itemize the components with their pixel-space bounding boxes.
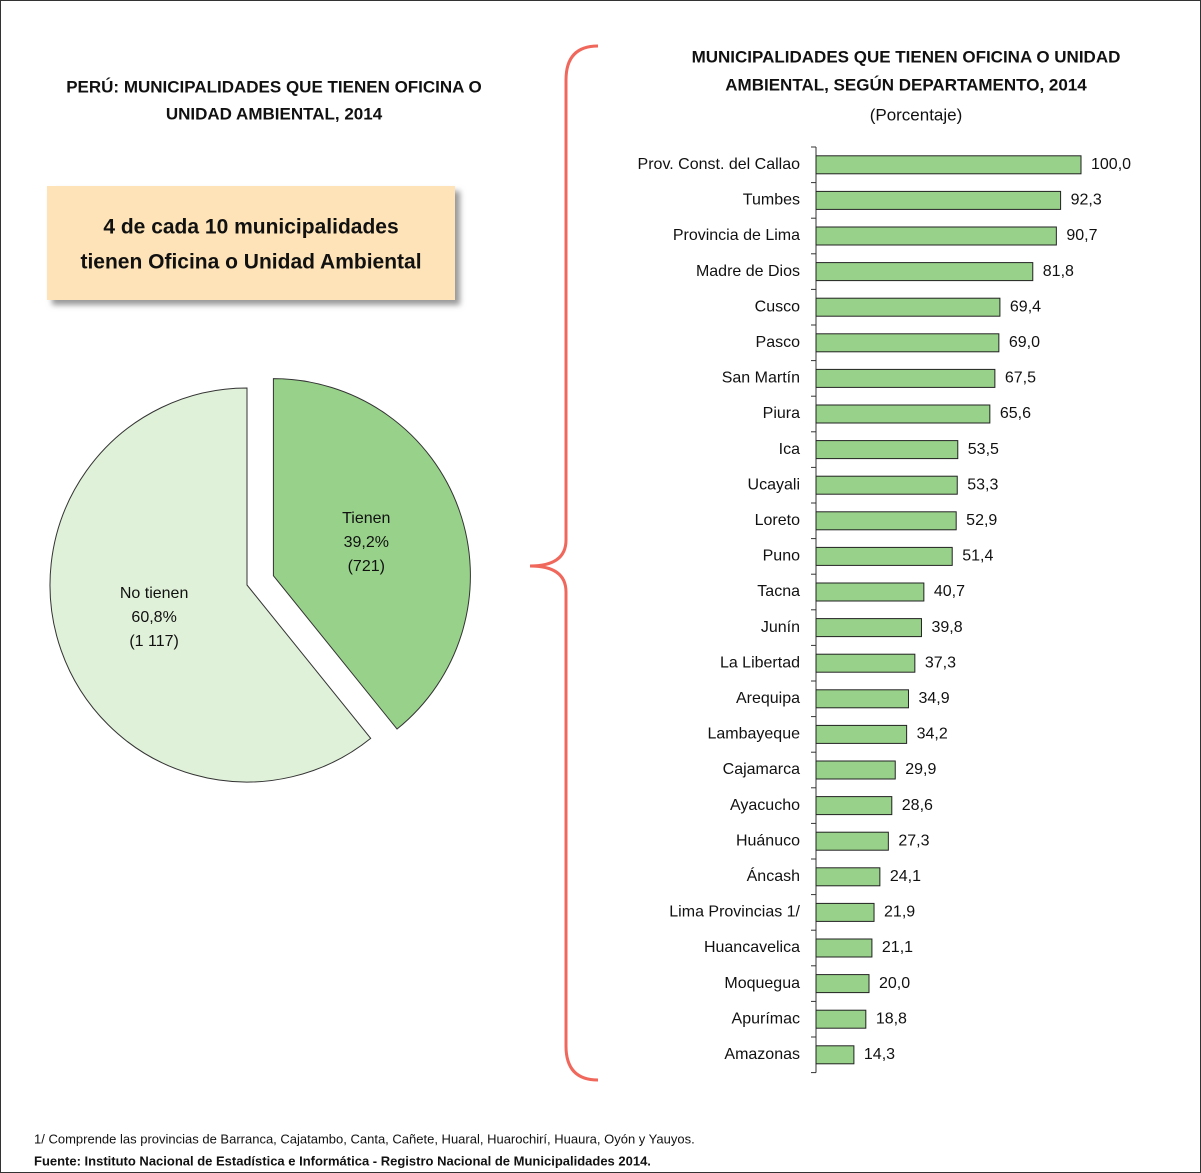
value-label: 34,9 — [918, 690, 949, 707]
value-label: 37,3 — [925, 654, 956, 671]
category-label: Tacna — [757, 583, 800, 600]
category-label: Junín — [761, 619, 800, 636]
source: Fuente: Instituto Nacional de Estadístic… — [34, 1153, 651, 1168]
bar — [815, 831, 889, 851]
category-label: Prov. Const. del Callao — [638, 156, 801, 173]
bar — [815, 368, 996, 388]
value-label: 65,6 — [1000, 405, 1031, 422]
bar — [815, 1009, 867, 1029]
value-label: 29,9 — [905, 761, 936, 778]
bar — [815, 938, 873, 958]
value-label: 67,5 — [1005, 370, 1036, 387]
callout-text: tienen Oficina o Unidad Ambiental — [80, 251, 421, 274]
value-label: 21,9 — [884, 904, 915, 921]
pie-slice — [49, 387, 372, 783]
value-label: 90,7 — [1066, 227, 1097, 244]
bar — [815, 226, 1057, 246]
bar — [815, 867, 881, 887]
category-label: Ica — [779, 441, 800, 458]
footnote: 1/ Comprende las provincias de Barranca,… — [34, 1131, 695, 1146]
value-label: 34,2 — [917, 726, 948, 743]
value-label: 51,4 — [962, 548, 993, 565]
bar — [815, 155, 1082, 175]
value-label: 24,1 — [890, 868, 921, 885]
value-label: 21,1 — [882, 939, 913, 956]
category-label: Lima Provincias 1/ — [669, 904, 800, 921]
bar-title: MUNICIPALIDADES QUE TIENEN OFICINA O UNI… — [692, 47, 1121, 66]
bar — [815, 689, 909, 709]
value-label: 27,3 — [898, 832, 929, 849]
bar — [815, 440, 959, 460]
category-label: Ucayali — [748, 476, 800, 493]
category-label: Piura — [763, 405, 800, 422]
value-label: 53,3 — [967, 476, 998, 493]
value-label: 81,8 — [1043, 263, 1074, 280]
pie-slice — [272, 378, 471, 730]
value-label: 92,3 — [1071, 192, 1102, 209]
category-label: Provincia de Lima — [673, 227, 800, 244]
category-label: Moquegua — [724, 975, 800, 992]
bracket — [529, 44, 599, 1082]
bar — [815, 404, 991, 424]
value-label: 14,3 — [864, 1046, 895, 1063]
category-label: La Libertad — [720, 654, 800, 671]
callout-text: 4 de cada 10 municipalidades — [103, 216, 398, 239]
bar — [815, 760, 896, 780]
bar — [815, 475, 958, 495]
category-label: Tumbes — [743, 192, 800, 209]
category-label: Arequipa — [736, 690, 800, 707]
callout-box — [47, 186, 455, 300]
bar-title: AMBIENTAL, SEGÚN DEPARTAMENTO, 2014 — [725, 75, 1087, 94]
bar — [815, 297, 1001, 317]
bar — [815, 653, 916, 673]
slice-count: (1 117) — [129, 633, 179, 650]
bar — [815, 333, 1000, 353]
slice-label: Tienen — [342, 510, 390, 527]
category-label: Huánuco — [736, 832, 800, 849]
pie-title: PERÚ: MUNICIPALIDADES QUE TIENEN OFICINA… — [66, 77, 482, 96]
value-label: 20,0 — [879, 975, 910, 992]
category-label: Apurímac — [732, 1010, 800, 1027]
value-label: 69,0 — [1009, 334, 1040, 351]
category-label: Amazonas — [724, 1046, 800, 1063]
slice-value: 39,2% — [344, 534, 389, 551]
category-label: Madre de Dios — [696, 263, 800, 280]
bar — [815, 902, 875, 922]
bar — [815, 1045, 855, 1065]
category-label: Lambayeque — [707, 726, 800, 743]
slice-value: 60,8% — [131, 609, 176, 626]
value-label: 53,5 — [968, 441, 999, 458]
category-label: Huancavelica — [704, 939, 800, 956]
category-label: Loreto — [755, 512, 800, 529]
bar — [815, 582, 925, 602]
value-label: 18,8 — [876, 1010, 907, 1027]
category-label: Ayacucho — [730, 797, 800, 814]
bar — [815, 796, 893, 816]
bar — [815, 546, 953, 566]
bar — [815, 618, 922, 638]
category-label: Cajamarca — [723, 761, 800, 778]
bar — [815, 724, 908, 744]
pie-title: UNIDAD AMBIENTAL, 2014 — [166, 104, 383, 123]
bar-subtitle: (Porcentaje) — [870, 105, 963, 124]
bar — [815, 974, 870, 994]
value-label: 28,6 — [902, 797, 933, 814]
category-label: San Martín — [722, 370, 800, 387]
bar — [815, 190, 1062, 210]
slice-count: (721) — [348, 558, 385, 575]
category-label: Cusco — [755, 298, 800, 315]
bar — [815, 262, 1034, 282]
value-label: 39,8 — [931, 619, 962, 636]
category-label: Puno — [763, 548, 800, 565]
value-label: 40,7 — [934, 583, 965, 600]
slice-label: No tienen — [120, 585, 189, 602]
value-label: 100,0 — [1091, 156, 1131, 173]
value-label: 52,9 — [966, 512, 997, 529]
value-label: 69,4 — [1010, 298, 1041, 315]
category-label: Áncash — [747, 866, 800, 885]
bar — [815, 511, 957, 531]
category-label: Pasco — [756, 334, 801, 351]
